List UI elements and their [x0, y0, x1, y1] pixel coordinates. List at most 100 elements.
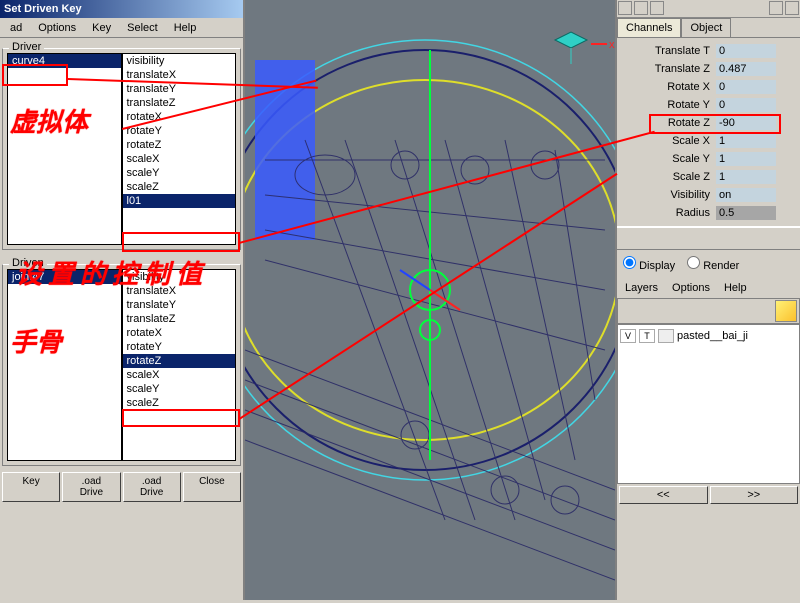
- menu-select[interactable]: Select: [119, 20, 166, 36]
- channel-label: Scale X: [621, 135, 716, 147]
- channel-label: Rotate X: [621, 81, 716, 93]
- channel-label: Scale Y: [621, 153, 716, 165]
- channel-row[interactable]: Scale Z1: [621, 168, 796, 186]
- channel-value[interactable]: 0: [716, 44, 776, 58]
- channel-box: Translate T0Translate Z0.487Rotate X0Rot…: [617, 38, 800, 226]
- channel-value[interactable]: 1: [716, 170, 776, 184]
- channel-row[interactable]: Rotate Z-90: [621, 114, 796, 132]
- driver-label: Driver: [9, 41, 44, 53]
- driver-object-list[interactable]: curve4: [7, 53, 122, 245]
- channel-value[interactable]: on: [716, 188, 776, 202]
- load-driver-button[interactable]: .oad Drive: [62, 472, 120, 502]
- driver-object-item[interactable]: curve4: [8, 54, 121, 68]
- scroll-left-button[interactable]: <<: [619, 486, 708, 504]
- driver-attr-item[interactable]: visibility: [123, 54, 236, 68]
- layer-color-cell[interactable]: [658, 329, 674, 343]
- radio-display[interactable]: Display: [623, 256, 675, 272]
- driver-fieldset: Driver curve4 visibilitytranslateXtransl…: [2, 48, 241, 250]
- channel-value[interactable]: 0: [716, 80, 776, 94]
- channel-row[interactable]: Radius0.5: [621, 204, 796, 222]
- driven-attr-item[interactable]: rotateX: [123, 326, 236, 340]
- right-toolbar: [617, 0, 800, 18]
- close-button[interactable]: Close: [183, 472, 241, 502]
- driven-object-item[interactable]: joint47: [8, 270, 121, 284]
- channel-row[interactable]: Translate Z0.487: [621, 60, 796, 78]
- driven-label: Driven: [9, 257, 47, 269]
- layer-type-cell[interactable]: T: [639, 329, 655, 343]
- driver-attr-item[interactable]: scaleZ: [123, 180, 236, 194]
- channel-value[interactable]: 0.487: [716, 62, 776, 76]
- driver-attr-item[interactable]: rotateY: [123, 124, 236, 138]
- driven-attr-item[interactable]: rotateZ: [123, 354, 236, 368]
- channel-row[interactable]: Visibilityon: [621, 186, 796, 204]
- driver-attr-item[interactable]: translateY: [123, 82, 236, 96]
- scroll-right-button[interactable]: >>: [710, 486, 799, 504]
- menu-key[interactable]: Key: [84, 20, 119, 36]
- driver-attr-item[interactable]: rotateX: [123, 110, 236, 124]
- menu-layer-options[interactable]: Options: [666, 280, 716, 296]
- scroll-buttons: << >>: [617, 484, 800, 506]
- key-button[interactable]: Key: [2, 472, 60, 502]
- driven-attr-item[interactable]: translateZ: [123, 312, 236, 326]
- driven-fieldset: Driven joint47 visibilitytranslateXtrans…: [2, 264, 241, 466]
- driver-attr-item[interactable]: rotateZ: [123, 138, 236, 152]
- menu-load[interactable]: ad: [2, 20, 30, 36]
- driven-attr-item[interactable]: translateY: [123, 298, 236, 312]
- channel-label: Radius: [621, 207, 716, 219]
- channel-label: Scale Z: [621, 171, 716, 183]
- driven-attr-item[interactable]: scaleZ: [123, 396, 236, 410]
- channel-row[interactable]: Scale X1: [621, 132, 796, 150]
- new-layer-icon[interactable]: [775, 300, 797, 322]
- set-driven-key-window: Set Driven Key ad Options Key Select Hel…: [0, 0, 245, 600]
- driver-attr-item[interactable]: translateZ: [123, 96, 236, 110]
- driver-attr-item[interactable]: l01: [123, 194, 236, 208]
- menu-layer-help[interactable]: Help: [718, 280, 753, 296]
- driver-attr-item[interactable]: scaleY: [123, 166, 236, 180]
- channel-value[interactable]: -90: [716, 116, 776, 130]
- channel-label: Rotate Z: [621, 117, 716, 129]
- driven-attr-item[interactable]: visibility: [123, 270, 236, 284]
- layer-menubar: Layers Options Help: [617, 278, 800, 298]
- layer-list[interactable]: V T pasted__bai_ji: [617, 324, 800, 484]
- channel-label: Translate Z: [621, 63, 716, 75]
- driven-attr-item[interactable]: translateX: [123, 284, 236, 298]
- channel-value[interactable]: 1: [716, 134, 776, 148]
- driven-attr-item[interactable]: scaleX: [123, 368, 236, 382]
- layer-mode-row: Display Render: [617, 250, 800, 278]
- layer-name: pasted__bai_ji: [677, 330, 748, 342]
- driven-attr-item[interactable]: scaleY: [123, 382, 236, 396]
- layer-vis-cell[interactable]: V: [620, 329, 636, 343]
- channel-value[interactable]: 1: [716, 152, 776, 166]
- driver-attr-list[interactable]: visibilitytranslateXtranslateYtranslateZ…: [122, 53, 237, 245]
- channel-label: Visibility: [621, 189, 716, 201]
- channel-label: Rotate Y: [621, 99, 716, 111]
- channel-row[interactable]: Translate T0: [621, 42, 796, 60]
- layer-toolbar: [617, 298, 800, 324]
- driven-attr-list[interactable]: visibilitytranslateXtranslateYtranslateZ…: [122, 269, 237, 461]
- driver-attr-item[interactable]: scaleX: [123, 152, 236, 166]
- button-row: Key .oad Drive .oad Drive Close: [0, 468, 243, 506]
- viewport-3d[interactable]: x: [245, 0, 615, 600]
- radio-render[interactable]: Render: [687, 256, 739, 272]
- menu-layers[interactable]: Layers: [619, 280, 664, 296]
- tab-object[interactable]: Object: [681, 18, 731, 37]
- viewport-svg: x: [245, 0, 615, 600]
- driven-object-list[interactable]: joint47: [7, 269, 122, 461]
- layer-item[interactable]: V T pasted__bai_ji: [620, 327, 797, 345]
- channel-value[interactable]: 0.5: [716, 206, 776, 220]
- channel-row[interactable]: Scale Y1: [621, 150, 796, 168]
- window-title: Set Driven Key: [4, 3, 82, 15]
- tab-channels[interactable]: Channels: [617, 18, 681, 37]
- channel-row[interactable]: Rotate Y0: [621, 96, 796, 114]
- channel-tabs: Channels Object: [617, 18, 800, 38]
- menubar: ad Options Key Select Help: [0, 18, 243, 38]
- driver-attr-item[interactable]: translateX: [123, 68, 236, 82]
- right-panel: Channels Object Translate T0Translate Z0…: [615, 0, 800, 600]
- menu-options[interactable]: Options: [30, 20, 84, 36]
- channel-label: Translate T: [621, 45, 716, 57]
- menu-help[interactable]: Help: [166, 20, 205, 36]
- load-driven-button[interactable]: .oad Drive: [123, 472, 181, 502]
- driven-attr-item[interactable]: rotateY: [123, 340, 236, 354]
- channel-value[interactable]: 0: [716, 98, 776, 112]
- channel-row[interactable]: Rotate X0: [621, 78, 796, 96]
